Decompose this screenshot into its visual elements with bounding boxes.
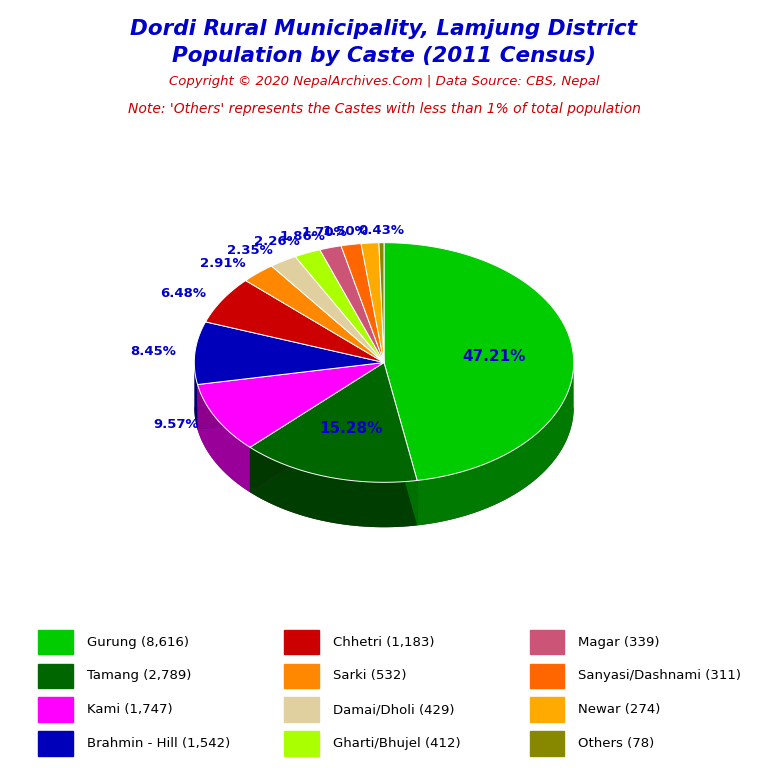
Polygon shape bbox=[250, 362, 417, 482]
Text: Chhetri (1,183): Chhetri (1,183) bbox=[333, 636, 434, 648]
Polygon shape bbox=[206, 280, 384, 362]
Polygon shape bbox=[384, 362, 417, 525]
Text: 0.43%: 0.43% bbox=[358, 224, 404, 237]
Text: 9.57%: 9.57% bbox=[154, 418, 200, 431]
Text: Gurung (8,616): Gurung (8,616) bbox=[87, 636, 189, 648]
Polygon shape bbox=[194, 362, 197, 429]
Text: Tamang (2,789): Tamang (2,789) bbox=[87, 670, 191, 682]
Polygon shape bbox=[379, 243, 384, 362]
Bar bbox=[284, 731, 319, 756]
Bar bbox=[38, 630, 73, 654]
Text: Copyright © 2020 NepalArchives.Com | Data Source: CBS, Nepal: Copyright © 2020 NepalArchives.Com | Dat… bbox=[169, 75, 599, 88]
Text: 1.70%: 1.70% bbox=[302, 227, 348, 239]
Text: 2.35%: 2.35% bbox=[227, 244, 273, 257]
Text: Gharti/Bhujel (412): Gharti/Bhujel (412) bbox=[333, 737, 460, 750]
Text: Population by Caste (2011 Census): Population by Caste (2011 Census) bbox=[172, 46, 596, 66]
Bar bbox=[530, 630, 564, 654]
Polygon shape bbox=[246, 266, 384, 362]
Polygon shape bbox=[194, 322, 384, 385]
Text: 1.50%: 1.50% bbox=[323, 224, 369, 237]
Bar bbox=[530, 664, 564, 688]
Polygon shape bbox=[197, 385, 250, 492]
Polygon shape bbox=[319, 246, 384, 362]
Text: Others (78): Others (78) bbox=[578, 737, 654, 750]
Polygon shape bbox=[197, 362, 384, 447]
Bar bbox=[284, 630, 319, 654]
Bar bbox=[284, 664, 319, 688]
Text: Brahmin - Hill (1,542): Brahmin - Hill (1,542) bbox=[87, 737, 230, 750]
Polygon shape bbox=[272, 257, 384, 362]
Text: Newar (274): Newar (274) bbox=[578, 703, 660, 716]
Text: 8.45%: 8.45% bbox=[130, 346, 176, 359]
Text: Note: 'Others' represents the Castes with less than 1% of total population: Note: 'Others' represents the Castes wit… bbox=[127, 102, 641, 116]
Text: Dordi Rural Municipality, Lamjung District: Dordi Rural Municipality, Lamjung Distri… bbox=[131, 19, 637, 39]
Text: Kami (1,747): Kami (1,747) bbox=[87, 703, 172, 716]
Polygon shape bbox=[417, 363, 574, 525]
Polygon shape bbox=[384, 362, 417, 525]
Text: 2.91%: 2.91% bbox=[200, 257, 246, 270]
Bar bbox=[38, 731, 73, 756]
Text: Sanyasi/Dashnami (311): Sanyasi/Dashnami (311) bbox=[578, 670, 741, 682]
Bar bbox=[38, 697, 73, 722]
Text: Damai/Dholi (429): Damai/Dholi (429) bbox=[333, 703, 454, 716]
Polygon shape bbox=[384, 243, 574, 481]
Bar bbox=[530, 731, 564, 756]
Text: 6.48%: 6.48% bbox=[160, 287, 206, 300]
Bar bbox=[530, 697, 564, 722]
Text: Sarki (532): Sarki (532) bbox=[333, 670, 406, 682]
Polygon shape bbox=[197, 362, 384, 429]
Polygon shape bbox=[250, 362, 384, 492]
Polygon shape bbox=[194, 407, 574, 527]
Text: 47.21%: 47.21% bbox=[462, 349, 525, 364]
Polygon shape bbox=[250, 447, 417, 527]
Text: Magar (339): Magar (339) bbox=[578, 636, 660, 648]
Polygon shape bbox=[341, 243, 384, 362]
Text: 15.28%: 15.28% bbox=[319, 422, 382, 436]
Text: 2.26%: 2.26% bbox=[254, 236, 300, 248]
Bar bbox=[38, 664, 73, 688]
Polygon shape bbox=[295, 250, 384, 362]
Bar bbox=[284, 697, 319, 722]
Polygon shape bbox=[361, 243, 384, 362]
Text: 1.86%: 1.86% bbox=[279, 230, 325, 243]
Polygon shape bbox=[197, 362, 384, 429]
Polygon shape bbox=[250, 362, 384, 492]
